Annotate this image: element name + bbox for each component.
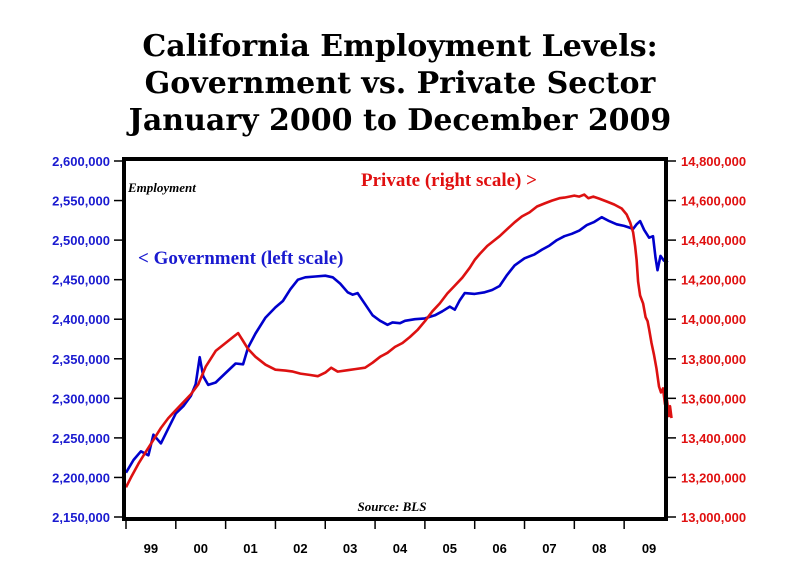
left-tick-label: 2,500,000 (52, 233, 110, 248)
right-tick-label: 14,800,000 (681, 154, 746, 169)
x-tick-label: 06 (492, 541, 506, 556)
right-tick-label: 14,600,000 (681, 194, 746, 209)
x-tick-label: 08 (592, 541, 606, 556)
right-tick-label: 13,400,000 (681, 431, 746, 446)
title-line-1: California Employment Levels: (142, 29, 658, 64)
x-tick-label: 05 (443, 541, 457, 556)
left-axis: 2,150,000 2,200,000 2,250,000 2,300,000 2,35… (52, 154, 124, 525)
left-tick-label: 2,350,000 (52, 352, 110, 367)
left-tick-label: 2,150,000 (52, 510, 110, 525)
left-tick-label: 2,400,000 (52, 312, 110, 327)
series-layer (124, 193, 673, 488)
x-tick-label: 01 (243, 541, 257, 556)
government-series-line (124, 215, 669, 474)
title-line-3: January 2000 to December 2009 (128, 103, 672, 138)
left-tick-label: 2,250,000 (52, 431, 110, 446)
right-tick-label: 14,000,000 (681, 312, 746, 327)
y-axis-label: Employment (127, 180, 196, 195)
right-tick-label: 13,600,000 (681, 391, 746, 406)
left-tick-label: 2,200,000 (52, 470, 110, 485)
left-tick-label: 2,550,000 (52, 194, 110, 209)
right-tick-label: 13,800,000 (681, 352, 746, 367)
right-tick-label: 14,400,000 (681, 233, 746, 248)
left-tick-label: 2,450,000 (52, 273, 110, 288)
x-tick-label: 09 (642, 541, 656, 556)
right-tick-label: 13,000,000 (681, 510, 746, 525)
right-axis: 13,000,000 13,200,000 13,400,000 13,600,000… (666, 154, 746, 525)
plot-frame (122, 157, 668, 521)
chart-title: California Employment Levels: Government… (0, 28, 800, 139)
right-tick-label: 13,200,000 (681, 470, 746, 485)
source-label: Source: BLS (358, 499, 427, 514)
x-tick-label: 00 (193, 541, 207, 556)
right-tick-label: 14,200,000 (681, 273, 746, 288)
left-tick-label: 2,300,000 (52, 391, 110, 406)
x-axis: 99 00 01 02 03 04 05 06 07 08 09 (125, 519, 656, 556)
x-tick-label: 02 (293, 541, 307, 556)
x-tick-label: 03 (343, 541, 357, 556)
x-tick-label: 99 (144, 541, 158, 556)
title-line-2: Government vs. Private Sector (144, 66, 656, 101)
government-series-label: < Government (left scale) (138, 248, 344, 269)
private-series-label: Private (right scale) > (361, 170, 537, 191)
x-tick-label: 04 (393, 541, 408, 556)
x-tick-label: 07 (542, 541, 556, 556)
private-series-line (124, 193, 673, 488)
left-tick-label: 2,600,000 (52, 154, 110, 169)
